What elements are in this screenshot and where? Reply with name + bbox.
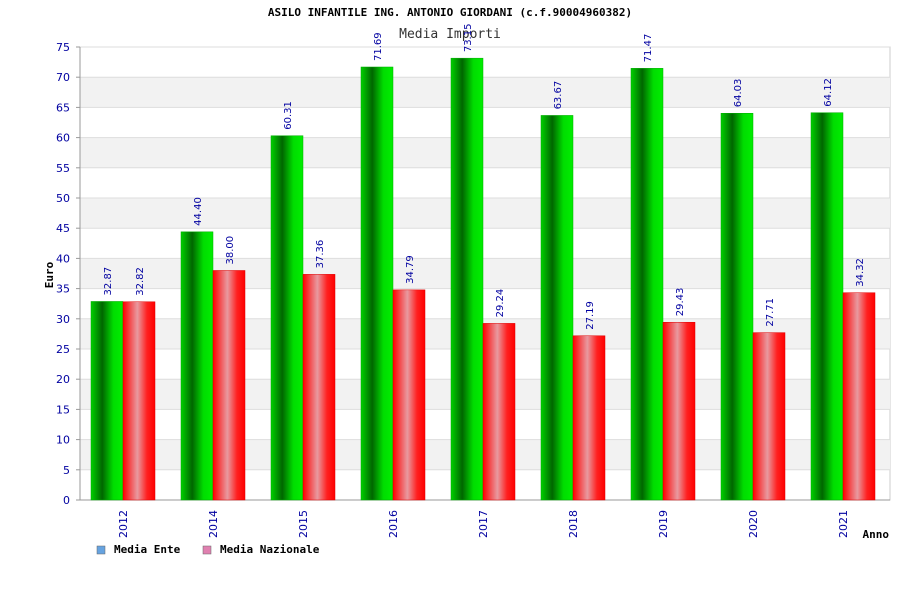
y-axis-label: Euro: [43, 261, 56, 288]
y-tick-label: 0: [63, 494, 70, 507]
bar-nazionale-2017: [482, 323, 516, 501]
legend-label: Media Ente: [114, 543, 181, 556]
x-tick-label: 2016: [387, 510, 400, 538]
y-tick-label: 65: [56, 101, 70, 114]
x-tick-label: 2017: [477, 510, 490, 538]
value-label: 63.67: [553, 81, 564, 110]
value-label: 71.69: [373, 32, 384, 61]
bar-ente-2014: [180, 231, 214, 501]
y-tick-label: 30: [56, 313, 70, 326]
x-tick-label: 2014: [207, 510, 220, 538]
legend-swatch: [96, 545, 106, 555]
value-label: 38.00: [225, 236, 236, 265]
bar-nazionale-2015: [302, 274, 336, 501]
grid-band: [80, 137, 890, 168]
x-tick-label: 2019: [657, 510, 670, 538]
bar-nazionale-2016: [392, 289, 426, 501]
value-label: 29.24: [495, 289, 506, 318]
bar-ente-2016: [360, 66, 394, 501]
y-tick-label: 40: [56, 252, 70, 265]
y-tick-label: 15: [56, 403, 70, 416]
value-label: 27.19: [585, 301, 596, 330]
bar-ente-2012: [90, 301, 124, 501]
y-tick-label: 45: [56, 222, 70, 235]
value-label: 60.31: [283, 101, 294, 130]
y-tick-label: 5: [63, 464, 70, 477]
bar-ente-2018: [540, 115, 574, 501]
bar-nazionale-2014: [212, 270, 246, 501]
x-axis-label: Anno: [863, 528, 890, 541]
bar-nazionale-2021: [842, 292, 876, 501]
y-axis-ticks: 0 5 10 15 20 25 30 35 40 45 50 55 60 65 70 75: [56, 41, 80, 507]
x-tick-label: 2015: [297, 510, 310, 538]
value-label: 32.87: [103, 267, 114, 296]
bar-nazionale-2019: [662, 321, 696, 501]
value-label: 34.79: [405, 255, 416, 284]
value-label: 32.82: [135, 267, 146, 296]
value-label: 29.43: [675, 288, 686, 317]
bar-nazionale-2020: [752, 332, 786, 501]
value-label: 73.15: [463, 24, 474, 53]
value-labels: 32.87 32.82 44.40 38.00 60.31 37.36 71.69 34.79…: [103, 24, 866, 330]
bar-nazionale-2012: [122, 301, 156, 501]
x-axis-ticks: 2012 2014 2015 2016 2017 2018 2019 2020 2021: [117, 510, 850, 538]
value-label: 71.47: [643, 34, 654, 63]
grid-band: [80, 77, 890, 108]
x-tick-label: 2018: [567, 510, 580, 538]
chart-subtitle: Media Importi: [399, 27, 501, 42]
chart-title: ASILO INFANTILE ING. ANTONIO GIORDANI (c…: [268, 6, 632, 19]
grid-band: [80, 198, 890, 229]
x-tick-label: 2020: [747, 510, 760, 538]
y-tick-label: 60: [56, 132, 70, 145]
y-tick-label: 25: [56, 343, 70, 356]
y-tick-label: 55: [56, 162, 70, 175]
bar-ente-2015: [270, 135, 304, 501]
value-label: 44.40: [193, 197, 204, 226]
value-label: 64.12: [823, 78, 834, 107]
y-tick-label: 35: [56, 283, 70, 296]
y-tick-label: 75: [56, 41, 70, 54]
value-label: 27.71: [765, 298, 776, 327]
bar-ente-2017: [450, 57, 484, 501]
legend: Media Ente Media Nazionale: [96, 543, 320, 556]
value-label: 64.03: [733, 79, 744, 108]
value-label: 37.36: [315, 240, 326, 269]
bar-ente-2019: [630, 68, 664, 501]
x-tick-label: 2012: [117, 510, 130, 538]
legend-label: Media Nazionale: [220, 543, 320, 556]
value-label: 34.32: [855, 258, 866, 287]
y-tick-label: 50: [56, 192, 70, 205]
y-tick-label: 20: [56, 373, 70, 386]
y-tick-label: 70: [56, 71, 70, 84]
bar-ente-2020: [720, 113, 754, 501]
bar-ente-2021: [810, 112, 844, 501]
bars: [90, 57, 876, 501]
legend-swatch: [202, 545, 212, 555]
bar-nazionale-2018: [572, 335, 606, 501]
x-tick-label: 2021: [837, 510, 850, 538]
y-tick-label: 10: [56, 434, 70, 447]
